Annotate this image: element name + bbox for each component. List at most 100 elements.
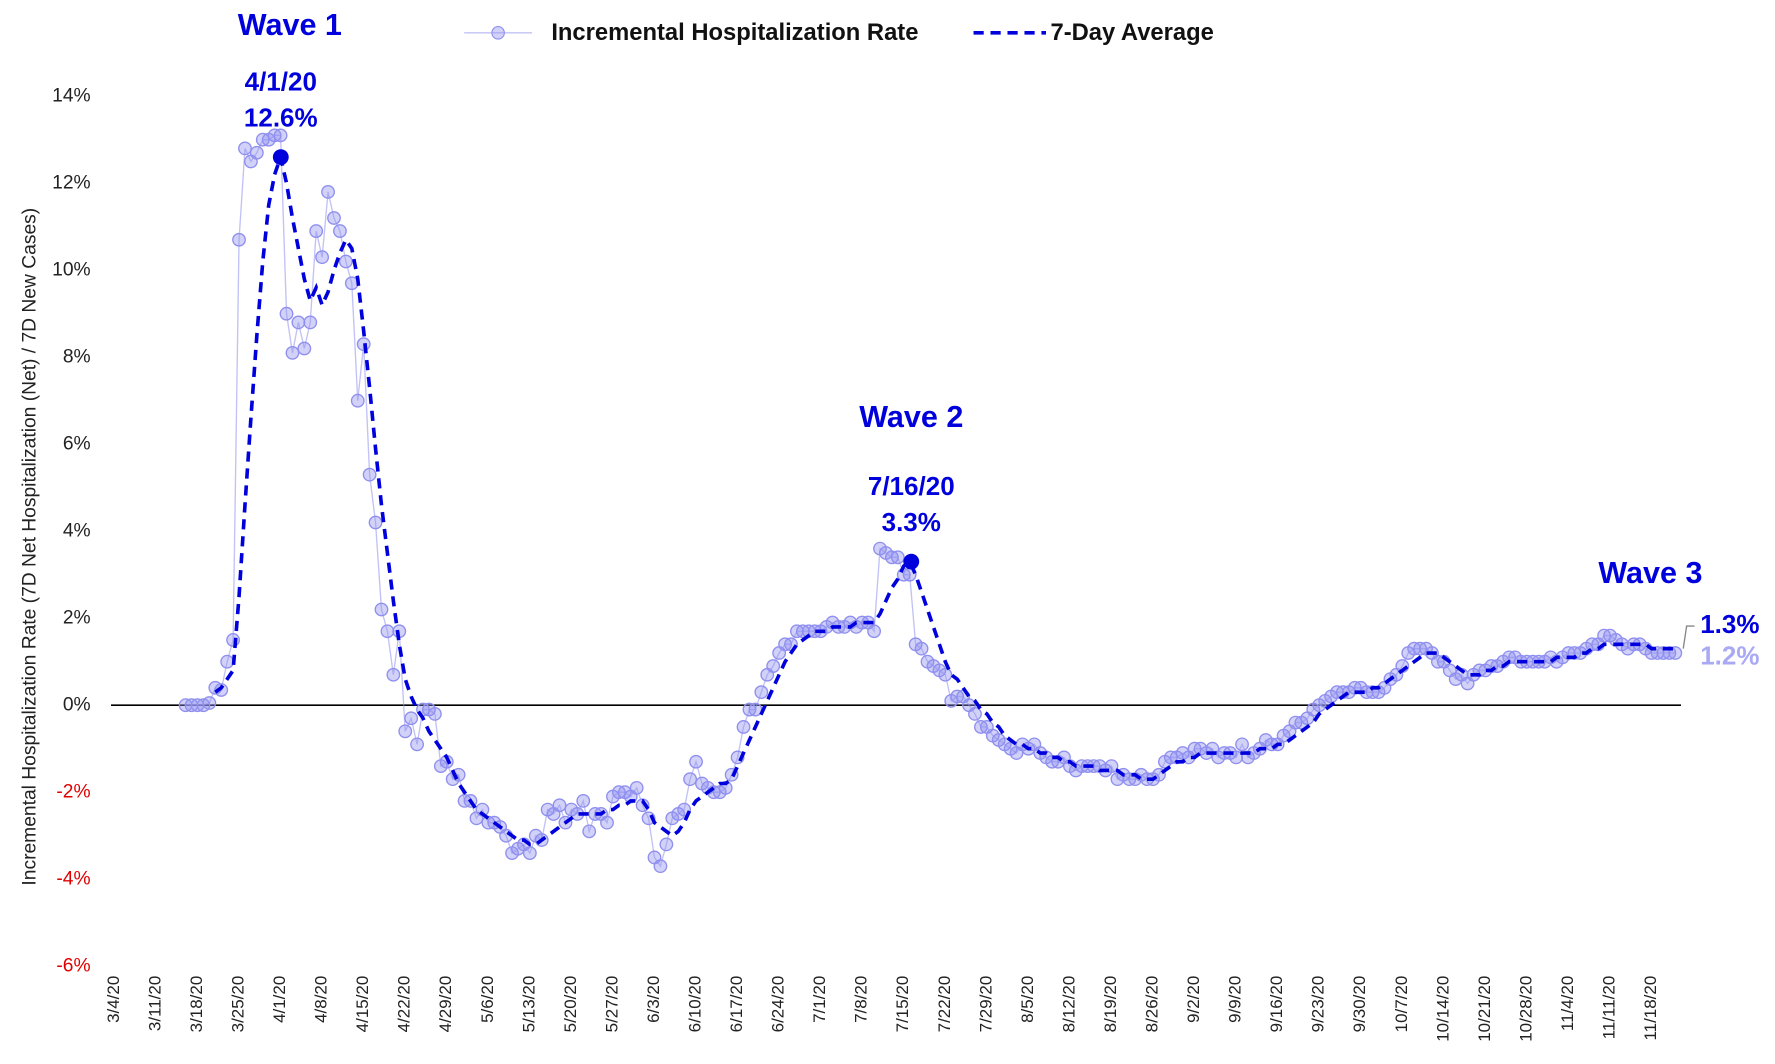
data-point (249, 145, 264, 160)
y-axis-label: Incremental Hospitalization Rate (7D Net… (20, 208, 41, 886)
x-tick-label: 3/18/20 (187, 976, 206, 1033)
data-point (338, 254, 353, 269)
x-tick-label: 7/1/20 (810, 976, 829, 1023)
callout-date: 4/1/20 (245, 66, 317, 96)
x-tick-label: 9/16/20 (1267, 976, 1286, 1033)
data-point (754, 685, 769, 700)
data-point (404, 711, 419, 726)
x-tick-label: 4/29/20 (436, 976, 455, 1033)
data-point (362, 467, 377, 482)
data-point (374, 602, 389, 617)
data-point (321, 185, 335, 199)
x-tick-label: 4/22/20 (395, 976, 414, 1033)
data-point (238, 141, 252, 156)
x-tick-label: 5/13/20 (519, 976, 538, 1033)
data-point (303, 315, 318, 330)
data-point (582, 824, 597, 839)
end-label: 1.2% (1700, 640, 1759, 670)
data-point (576, 793, 591, 808)
data-point (202, 696, 217, 710)
data-point (226, 633, 241, 647)
callout-date: 7/16/20 (868, 471, 955, 501)
x-tick-label: 3/25/20 (229, 976, 248, 1033)
x-tick-label: 3/11/20 (145, 976, 164, 1031)
data-point (914, 641, 929, 656)
wave-label: Wave 3 (1598, 556, 1702, 590)
x-tick-label: 3/4/20 (104, 976, 123, 1023)
callout-value: 3.3% (882, 507, 941, 537)
data-point (410, 737, 424, 752)
y-tick-label: -2% (56, 781, 90, 802)
data-point (683, 772, 698, 787)
x-tick-label: 9/23/20 (1309, 976, 1328, 1033)
x-tick-label: 5/6/20 (478, 976, 497, 1023)
x-tick-label: 7/8/20 (852, 976, 871, 1023)
data-point (327, 211, 341, 225)
y-tick-label: 0% (63, 694, 91, 715)
data-point (653, 859, 668, 874)
legend-label: 7-Day Average (1050, 19, 1213, 46)
data-point (398, 724, 413, 739)
data-point (522, 846, 537, 861)
x-tick-label: 6/24/20 (769, 976, 788, 1033)
x-tick-label: 5/27/20 (602, 976, 621, 1033)
data-point (297, 341, 312, 356)
data-point (285, 345, 300, 360)
x-tick-label: 10/21/20 (1475, 976, 1494, 1042)
data-point (689, 754, 703, 769)
data-point (600, 815, 614, 830)
x-tick-label: 9/9/20 (1226, 976, 1245, 1023)
x-tick-label: 9/30/20 (1350, 976, 1369, 1033)
x-tick-label: 6/17/20 (727, 976, 746, 1033)
x-tick-label: 4/15/20 (353, 976, 372, 1033)
data-point (315, 250, 330, 265)
x-tick-label: 8/19/20 (1101, 976, 1120, 1033)
x-tick-label: 6/3/20 (644, 976, 663, 1023)
data-point (968, 707, 982, 721)
data-point (890, 550, 905, 565)
x-tick-label: 8/12/20 (1059, 976, 1078, 1033)
x-tick-label: 5/20/20 (561, 976, 580, 1033)
legend-swatch (491, 26, 505, 40)
wave-label: Wave 2 (859, 400, 963, 434)
data-point (350, 393, 365, 408)
end-label: 1.3% (1700, 609, 1759, 639)
data-point (232, 232, 246, 247)
x-tick-label: 8/5/20 (1018, 976, 1037, 1023)
legend-label: Incremental Hospitalization Rate (551, 19, 918, 46)
x-tick-label: 11/4/20 (1558, 976, 1577, 1031)
callout-value: 12.6% (244, 103, 318, 133)
data-point (333, 224, 347, 238)
x-tick-label: 6/10/20 (686, 976, 705, 1033)
data-point (1235, 737, 1249, 752)
data-point (220, 654, 235, 669)
x-tick-label: 11/11/20 (1600, 976, 1619, 1040)
data-point (427, 707, 442, 721)
data-point (867, 624, 881, 639)
y-tick-label: 14% (52, 85, 90, 106)
x-tick-label: 10/7/20 (1392, 976, 1411, 1033)
y-tick-label: 6% (63, 433, 91, 454)
data-point (273, 128, 288, 143)
data-point (659, 837, 674, 852)
data-point (736, 720, 751, 734)
average-line (214, 150, 1676, 847)
data-point (291, 315, 306, 330)
y-tick-label: 2% (63, 607, 91, 628)
y-tick-label: -6% (56, 955, 90, 976)
x-tick-label: 8/26/20 (1143, 976, 1162, 1033)
x-tick-label: 4/8/20 (312, 976, 331, 1023)
x-tick-label: 10/14/20 (1433, 976, 1452, 1042)
data-point (368, 515, 383, 530)
data-point (279, 306, 294, 321)
peak-marker (272, 149, 289, 166)
data-point (552, 798, 567, 813)
x-tick-label: 7/29/20 (976, 976, 995, 1033)
y-tick-label: 8% (63, 346, 91, 367)
x-tick-label: 9/2/20 (1184, 976, 1203, 1023)
x-tick-label: 11/18/20 (1641, 976, 1660, 1041)
data-point (766, 659, 781, 673)
peak-marker (903, 553, 920, 570)
wave-label: Wave 1 (238, 8, 342, 42)
